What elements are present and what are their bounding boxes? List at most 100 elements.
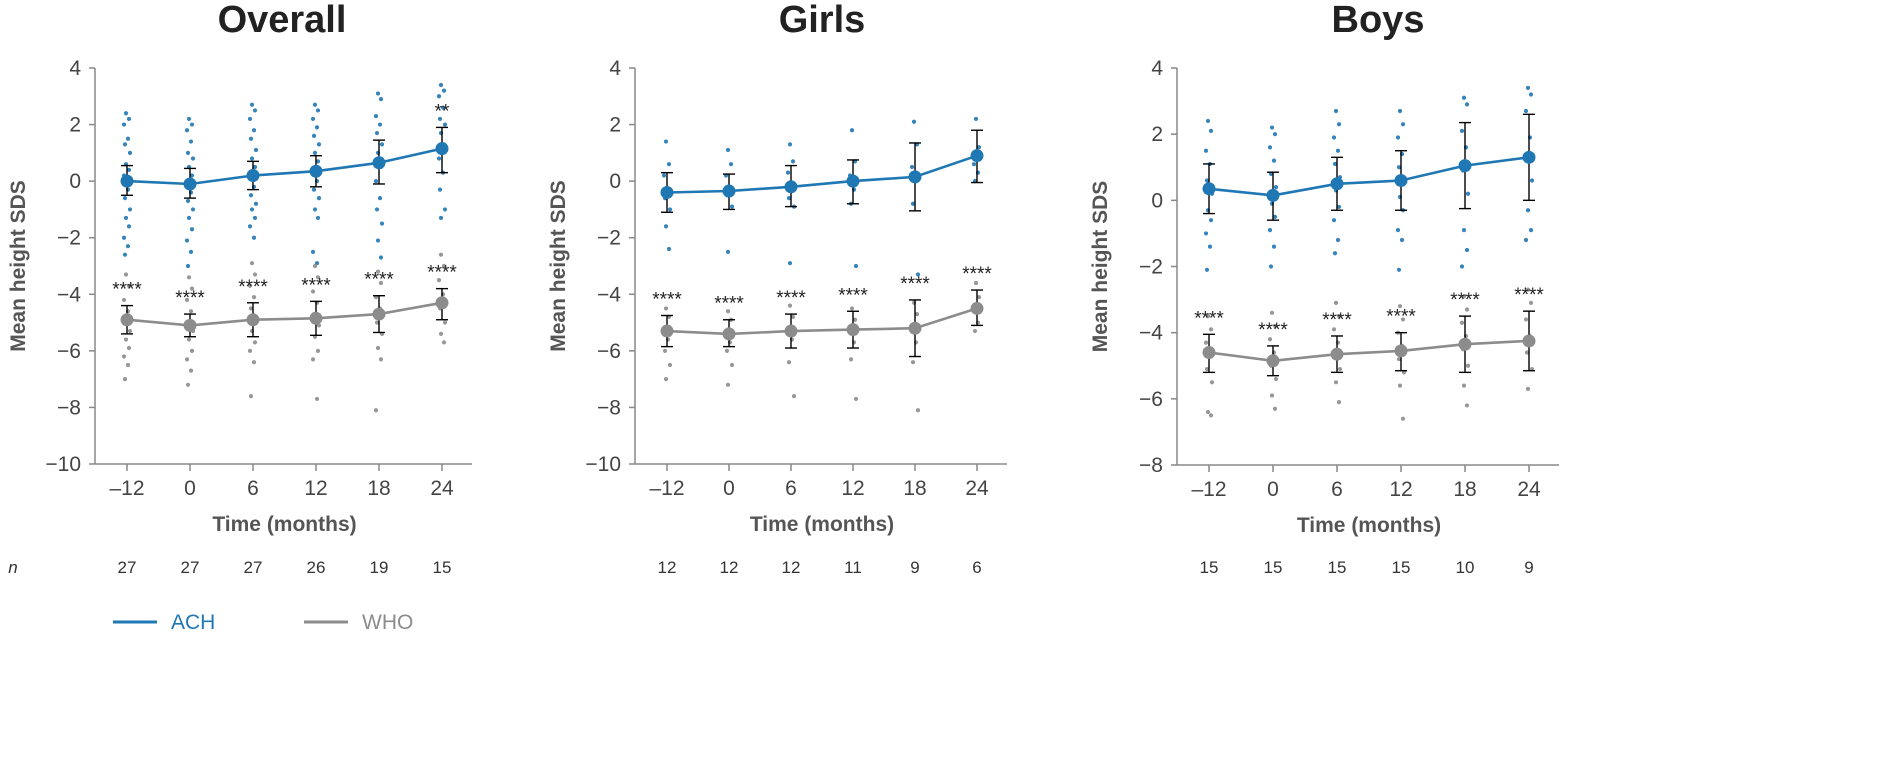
individual-point: [312, 102, 318, 107]
individual-point: [441, 263, 447, 269]
mean-marker: [846, 174, 860, 188]
legend-label: ACH: [171, 611, 215, 634]
individual-point: [121, 354, 127, 359]
individual-point: [189, 122, 195, 127]
individual-point: [252, 215, 258, 221]
chart-title: Girls: [779, 0, 866, 41]
significance-label: ****: [1514, 285, 1544, 306]
individual-point: [1523, 317, 1529, 322]
individual-point: [438, 215, 444, 221]
y-tick-label: −2: [1139, 256, 1163, 279]
individual-point: [312, 263, 318, 269]
individual-point: [909, 164, 915, 170]
y-tick-label: −4: [57, 283, 81, 306]
chart-panel-boys: Boys 4 2 0 −2 −4 −6 −8 –12 0 6 12 18 24 Time (months) M…: [1089, 0, 1559, 577]
individual-point: [123, 337, 129, 342]
individual-point: [248, 136, 254, 141]
individual-point: [910, 360, 916, 365]
x-axis-label: Time (months): [750, 513, 894, 536]
x-tick-label: 6: [1331, 478, 1343, 501]
mean-marker: [246, 313, 260, 327]
individual-point: [123, 215, 129, 221]
individual-point: [247, 348, 253, 353]
individual-point: [121, 235, 127, 240]
individual-point: [311, 187, 317, 192]
mean-marker: [908, 170, 922, 184]
series-line: [126, 147, 443, 186]
significance-label: ****: [238, 277, 268, 298]
individual-point: [1205, 409, 1211, 415]
individual-point: [1464, 247, 1470, 253]
individual-point: [1269, 125, 1275, 130]
individual-point: [1331, 135, 1337, 140]
n-row-label: n: [8, 558, 17, 577]
individual-point: [440, 105, 446, 110]
individual-point: [378, 357, 384, 362]
individual-point: [310, 289, 316, 294]
individual-point: [189, 348, 195, 353]
individual-point: [125, 362, 131, 368]
individual-point: [247, 283, 253, 288]
x-tick-label: 18: [367, 477, 390, 500]
individual-point: [1273, 376, 1279, 382]
chart-title: Boys: [1332, 0, 1425, 41]
significance-label: ****: [301, 275, 331, 296]
n-count: 6: [972, 558, 981, 577]
y-tick-label: 4: [609, 57, 621, 80]
individual-point: [373, 179, 379, 184]
y-tick-label: −2: [57, 227, 81, 250]
individual-point: [1399, 237, 1405, 243]
individual-point: [1335, 148, 1341, 153]
mean-marker: [120, 174, 134, 188]
x-tick-label: 0: [723, 477, 735, 500]
individual-point: [661, 173, 667, 178]
series-line: [666, 154, 978, 194]
individual-point: [249, 156, 255, 161]
individual-point: [849, 306, 855, 311]
individual-point: [1397, 304, 1403, 309]
individual-point: [791, 394, 797, 399]
individual-point: [976, 145, 982, 150]
significance-label: ****: [714, 294, 744, 315]
y-tick-label: −6: [1139, 388, 1163, 411]
individual-point: [123, 272, 129, 277]
individual-point: [1400, 317, 1406, 322]
individual-point: [441, 88, 447, 93]
individual-point: [1400, 122, 1406, 127]
mean-marker: [435, 142, 449, 156]
individual-point: [375, 238, 381, 243]
individual-point: [184, 128, 190, 133]
individual-point: [911, 119, 917, 124]
mean-marker: [1522, 150, 1536, 164]
y-tick-label: −6: [597, 340, 621, 363]
individual-point: [125, 244, 131, 249]
y-tick-label: 2: [609, 114, 621, 137]
significance-label: ****: [1322, 310, 1352, 331]
individual-point: [849, 128, 855, 133]
individual-point: [377, 122, 383, 127]
individual-point: [1203, 148, 1209, 153]
individual-point: [188, 368, 194, 373]
individual-point: [186, 337, 192, 342]
individual-point: [1335, 237, 1341, 243]
individual-point: [247, 116, 253, 122]
individual-point: [1204, 267, 1210, 272]
y-tick-label: −10: [45, 453, 81, 476]
y-tick-label: −4: [597, 283, 621, 306]
individual-point: [186, 215, 192, 221]
individual-point: [1203, 340, 1209, 345]
individual-point: [728, 162, 734, 167]
individual-point: [1205, 118, 1211, 124]
y-tick-label: 0: [609, 170, 621, 193]
individual-point: [1273, 185, 1279, 190]
x-axis-label: Time (months): [1297, 514, 1441, 537]
individual-point: [1332, 161, 1338, 167]
y-tick-label: −4: [1139, 322, 1163, 345]
mean-marker: [1330, 177, 1344, 191]
individual-point: [126, 167, 132, 172]
individual-point: [252, 164, 258, 170]
individual-point: [379, 221, 385, 226]
individual-point: [249, 102, 255, 107]
individual-point: [853, 396, 859, 402]
